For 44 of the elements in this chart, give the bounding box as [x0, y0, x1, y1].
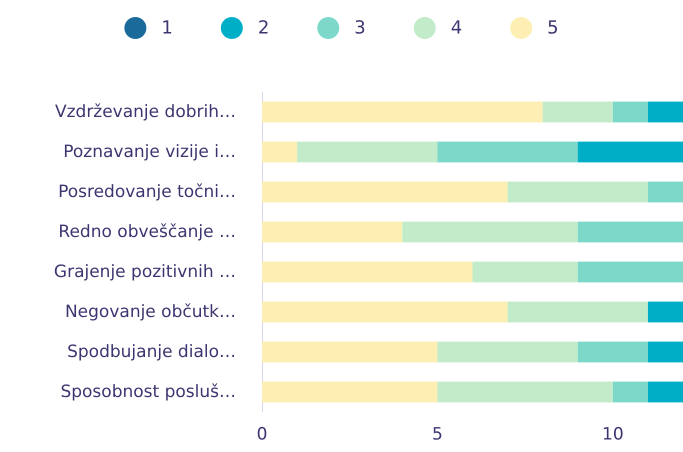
bar [262, 342, 438, 362]
bar [472, 262, 578, 282]
bar [437, 142, 578, 162]
bar [578, 142, 683, 162]
bar [508, 182, 648, 202]
bar [648, 382, 683, 402]
y-tick-label: Posredovanje točni… [58, 182, 236, 202]
x-tick-label: 5 [432, 424, 443, 444]
legend-label: 1 [161, 18, 173, 38]
bar [508, 302, 648, 322]
bar [437, 382, 613, 402]
bar [542, 102, 613, 122]
bar [578, 342, 648, 362]
bar [402, 222, 578, 242]
bar [612, 382, 648, 402]
y-tick-label: Poznavanje vizije i… [63, 142, 236, 162]
legend-label: 4 [450, 18, 462, 38]
bar [578, 262, 683, 282]
bar [648, 342, 683, 362]
bar [648, 182, 683, 202]
y-tick-label: Negovanje občutk… [64, 302, 236, 322]
legend-label: 5 [547, 18, 559, 38]
bar [297, 142, 438, 162]
bar [262, 262, 472, 282]
bar [262, 142, 298, 162]
bar [648, 102, 683, 122]
bar [262, 102, 543, 122]
x-tick-label: 0 [256, 424, 268, 444]
legend-label: 2 [258, 18, 270, 38]
y-tick-label: Spodbujanje dialo… [67, 342, 236, 362]
bar [612, 102, 648, 122]
bar [578, 222, 683, 242]
y-tick-label: Sposobnost posluš… [60, 382, 236, 402]
bar [262, 382, 438, 402]
bar [262, 302, 508, 322]
y-tick-label: Redno obveščanje … [58, 222, 236, 242]
legend-label: 3 [354, 18, 366, 38]
bar [262, 222, 402, 242]
y-tick-label: Grajenje pozitivnih … [54, 262, 236, 282]
bar [437, 342, 578, 362]
bar [648, 302, 683, 322]
y-tick-label: Vzdrževanje dobrih… [54, 102, 236, 122]
bar [262, 182, 508, 202]
x-tick-label: 10 [602, 424, 624, 444]
